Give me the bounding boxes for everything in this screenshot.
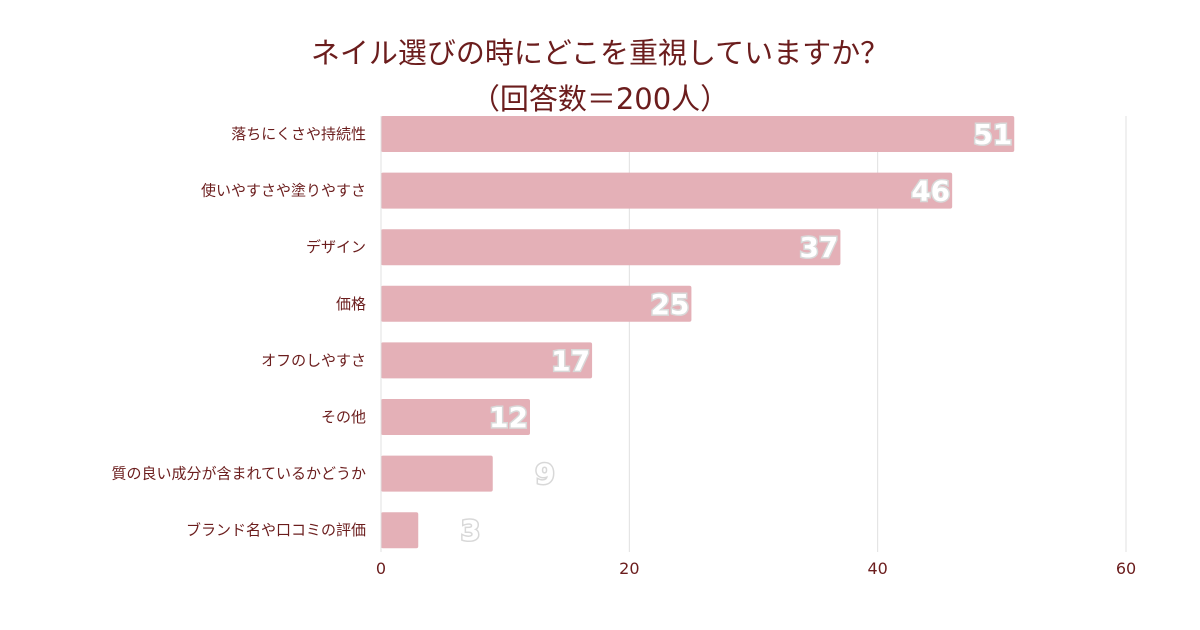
x-tick-label: 0 (376, 559, 386, 578)
category-label: 価格 (336, 295, 366, 313)
chart-subtitle: （回答数＝200人） (470, 82, 730, 116)
bar (381, 455, 493, 492)
bar (381, 172, 953, 209)
data-label: 12 (489, 401, 528, 434)
x-tick-label: 20 (619, 559, 639, 578)
bar (381, 116, 1015, 152)
category-label: 質の良い成分が含まれているかどうか (111, 465, 366, 483)
data-label: 3 (461, 514, 480, 547)
data-label: 51 (973, 118, 1012, 151)
category-label: デザイン (306, 238, 366, 256)
bar-layer (381, 116, 1015, 549)
axis-layer: 0 20 40 60 (376, 116, 1136, 578)
category-label: 使いやすさや塗りやすさ (201, 182, 366, 200)
bar (381, 229, 841, 266)
bar (381, 285, 692, 322)
bar (381, 512, 419, 549)
category-label: ブランド名や口コミの評価 (186, 521, 366, 539)
category-label: 落ちにくさや持続性 (231, 125, 366, 143)
chart-title: ネイル選びの時にどこを重視していますか？ (310, 36, 890, 70)
bar (381, 342, 593, 379)
data-label: 46 (911, 175, 950, 208)
data-label: 17 (551, 344, 590, 377)
data-label: 37 (799, 231, 838, 264)
x-tick-label: 60 (1116, 559, 1136, 578)
x-tick-label: 40 (867, 559, 887, 578)
bar (381, 399, 530, 435)
chart-title-block: ネイル選びの時にどこを重視していますか？ （回答数＝200人） (0, 30, 1200, 122)
data-label: 9 (535, 458, 554, 491)
label-layer: 落ちにくさや持続性 51 使いやすさや塗りやすさ 46 デザイン 37 価格 25 オフのしやす… (111, 117, 1013, 549)
data-label: 25 (650, 288, 689, 321)
category-label: オフのしやすさ (261, 351, 366, 369)
category-label: その他 (321, 408, 366, 426)
